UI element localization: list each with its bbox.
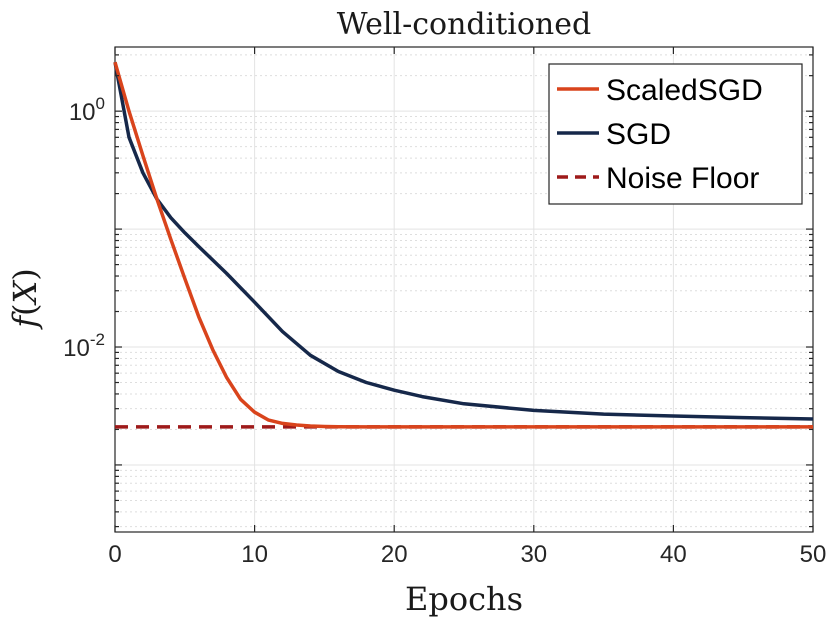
y-tick-exponent: -2 <box>90 330 105 349</box>
chart-title: Well-conditioned <box>337 7 591 42</box>
series-layer <box>113 61 814 429</box>
x-axis-label: Epochs <box>405 580 523 618</box>
x-tick-label: 0 <box>108 541 121 568</box>
y-tick-exponent: 0 <box>96 94 105 113</box>
legend-label-noise-floor: Noise Floor <box>606 162 759 195</box>
y-axis-label-part: ( <box>6 303 44 315</box>
x-tick-label: 40 <box>660 541 687 568</box>
y-tick-base: 10 <box>63 335 90 362</box>
legend-label-sgd: SGD <box>606 118 671 151</box>
series-line-scaledsgd <box>113 61 813 429</box>
legend-label-scaledsgd: ScaledSGD <box>606 74 763 107</box>
series-line-sgd <box>113 61 814 421</box>
grid <box>114 47 814 532</box>
y-tick-label: 10-2 <box>63 330 105 362</box>
x-tick-label: 20 <box>381 541 408 568</box>
y-tick-label: 100 <box>69 94 105 126</box>
y-tick-base: 10 <box>69 99 96 126</box>
x-tick-label: 50 <box>800 541 827 568</box>
y-axis-label-part: X <box>6 279 44 306</box>
plot-area <box>114 46 814 533</box>
x-tick-label: 30 <box>520 541 547 568</box>
x-tick-label: 10 <box>241 541 268 568</box>
legend: ScaledSGD SGD Noise Floor <box>548 63 803 205</box>
y-axis-label-part: ) <box>6 268 44 280</box>
y-axis-label: f(X) <box>6 268 44 330</box>
